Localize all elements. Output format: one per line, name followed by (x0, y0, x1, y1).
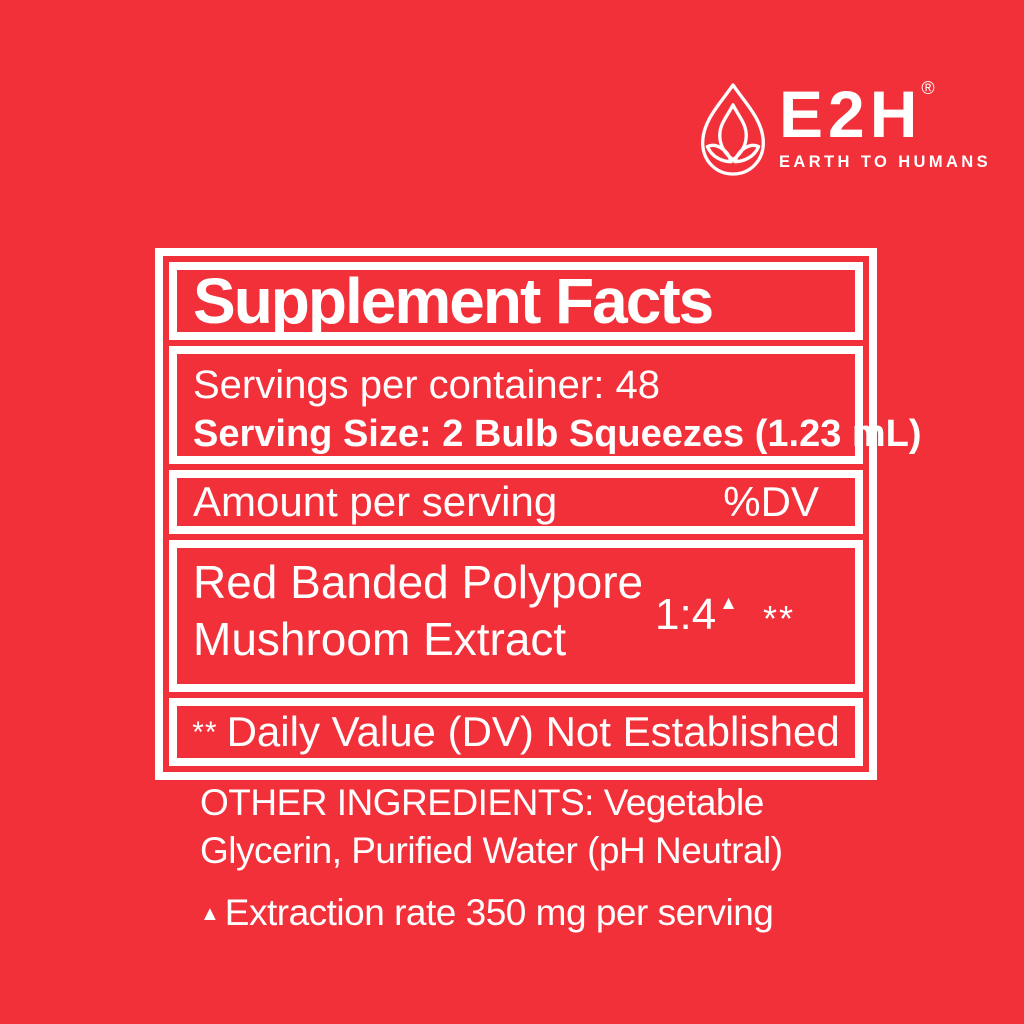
column-header-row: Amount per serving %DV (169, 470, 863, 534)
supplement-facts-panel: Supplement Facts Servings per container:… (155, 248, 922, 780)
droplet-lotus-icon (701, 83, 765, 176)
extraction-note-text: Extraction rate 350 mg per serving (224, 892, 774, 933)
brand-row: E2H® (779, 77, 991, 151)
dv-footnote-row: ** Daily Value (DV) Not Established (169, 698, 863, 766)
ingredient-name-line2: Mushroom Extract (193, 613, 567, 665)
brand-tagline: EARTH TO HUMANS (779, 153, 992, 171)
brand-logo: E2H® EARTH TO HUMANS (697, 77, 992, 177)
ingredient-name-line1: Red Banded Polypore (193, 556, 644, 608)
panel-title-box: Supplement Facts (169, 262, 863, 340)
ingredient-row: Red Banded Polypore Mushroom Extract 1:4… (169, 540, 863, 692)
ingredient-amount: 1:4 ▲ (655, 590, 738, 640)
ingredient-name: Red Banded Polypore Mushroom Extract (193, 554, 643, 668)
other-ingredients-line1: OTHER INGREDIENTS: Vegetable (200, 782, 764, 823)
dv-footnote-mark: ** (192, 716, 218, 749)
triangle-mark: ▲ (719, 593, 738, 614)
other-ingredients-line2: Glycerin, Purified Water (pH Neutral) (200, 830, 783, 871)
serving-size: Serving Size: 2 Bulb Squeezes (1.23 mL) (193, 413, 922, 455)
percent-dv-header: %DV (723, 478, 819, 525)
panel-title: Supplement Facts (193, 265, 714, 337)
extraction-note-row: ▲ Extraction rate 350 mg per serving (200, 889, 783, 937)
triangle-footnote-mark: ▲ (200, 902, 220, 925)
servings-per-container: Servings per container: 48 (193, 363, 660, 407)
servings-box: Servings per container: 48 Serving Size:… (169, 346, 922, 464)
additional-info: OTHER INGREDIENTS: Vegetable Glycerin, P… (200, 779, 783, 937)
extract-ratio: 1:4 (655, 590, 717, 639)
ingredient-dv: ** (763, 598, 796, 639)
amount-per-serving-header: Amount per serving (193, 478, 558, 525)
logo-text: E2H® EARTH TO HUMANS (779, 77, 992, 172)
dv-footnote-text: Daily Value (DV) Not Established (226, 708, 840, 755)
brand-name: E2H (779, 77, 923, 151)
registered-mark: ® (921, 78, 935, 98)
